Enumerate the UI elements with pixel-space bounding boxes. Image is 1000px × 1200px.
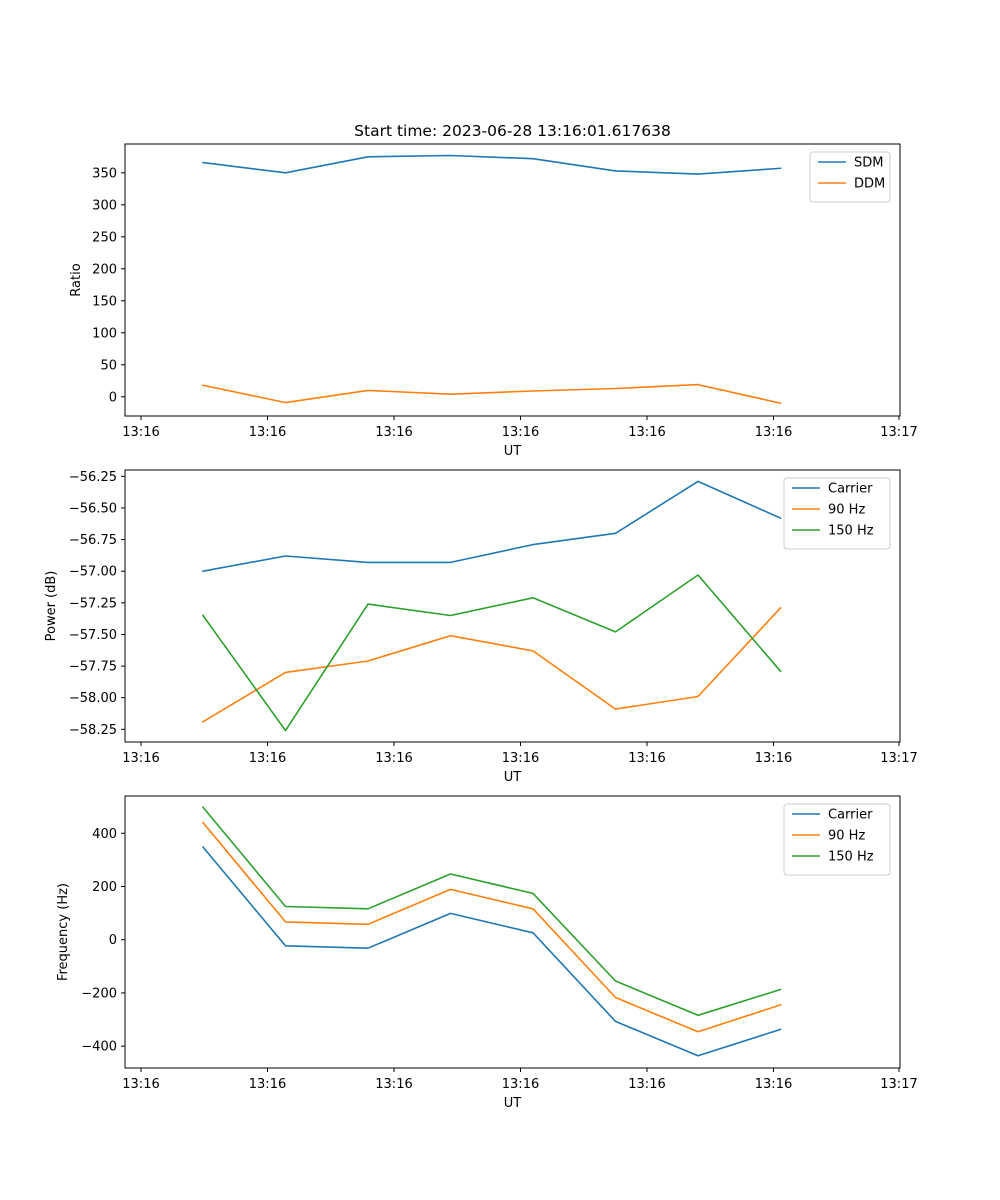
y-axis-label: Frequency (Hz) [56,883,71,981]
legend-label: Carrier [828,808,873,823]
legend-label: Carrier [828,482,873,497]
series-line-ddm [202,383,782,405]
y-tick-label: 400 [92,827,117,842]
x-axis-label: UT [504,770,522,785]
axes-frame [124,469,901,743]
y-axis-label: Power (dB) [44,571,59,642]
legend: Carrier 90 Hz 150 Hz [783,477,891,550]
chart-panel-1: Start time: 2023-06-28 13:16:01.617638 0 5… [69,122,918,459]
y-tick-label: 50 [100,358,117,373]
legend-box [809,151,891,203]
x-tick-label: 13:16 [628,751,665,766]
y-tick-label: −56.25 [69,470,117,485]
x-axis-label: UT [504,444,522,459]
y-tick-label: 100 [92,326,117,341]
y-tick-label: 200 [92,262,117,277]
axes-frame [124,143,901,417]
x-tick-label: 13:16 [628,425,665,440]
y-tick-label: −57.75 [69,660,117,675]
y-tick-label: −58.00 [69,691,117,706]
x-tick-label: 13:16 [755,425,792,440]
x-tick-label: 13:16 [628,1077,665,1092]
y-tick-label: −57.50 [69,628,117,643]
x-tick-label: 13:16 [375,751,412,766]
y-tick-label: 150 [92,294,117,309]
legend-label: 90 Hz [828,503,865,518]
legend-box [783,477,891,550]
x-tick-label: 13:16 [755,751,792,766]
legend-label: 150 Hz [828,850,874,865]
y-tick-label: −57.25 [69,596,117,611]
x-tick-label: 13:16 [375,1077,412,1092]
x-tick-label: 13:16 [249,425,286,440]
x-tick-label: 13:16 [502,1077,539,1092]
y-tick-label: −57.00 [69,565,117,580]
y-tick-label: 0 [109,390,117,405]
y-tick-label: −58.25 [69,723,117,738]
legend: Carrier 90 Hz 150 Hz [783,803,891,876]
chart-title: Start time: 2023-06-28 13:16:01.617638 [354,122,671,140]
y-tick-label: −56.50 [69,501,117,516]
x-tick-label: 13:16 [249,751,286,766]
series-line-90-hz [201,821,782,1033]
x-tick-label: 13:16 [122,751,159,766]
chart-panel-3: −400 −200 0 200 400 13:16 13:16 13:16 13:16 13:16… [56,795,918,1111]
chart-panel-2: −58.25 −58.00 −57.75 −57.50 −57.25 −57.00 −56.… [44,469,918,785]
x-tick-label: 13:16 [502,425,539,440]
y-tick-label: 0 [109,933,117,948]
legend-label: DDM [854,177,885,192]
legend-label: SDM [854,156,883,171]
legend: SDM DDM [809,151,891,203]
y-tick-label: 350 [92,166,117,181]
y-tick-label: 250 [92,230,117,245]
y-axis-label: Ratio [69,263,84,296]
x-tick-label: 13:17 [880,1077,917,1092]
series-line-150-hz [201,574,782,732]
x-axis-label: UT [504,1096,522,1111]
series-line-carrier [201,845,782,1057]
x-tick-label: 13:16 [375,425,412,440]
x-tick-label: 13:16 [122,1077,159,1092]
series-line-sdm [202,154,782,175]
legend-label: 150 Hz [828,524,874,539]
x-tick-label: 13:16 [122,425,159,440]
x-tick-label: 13:16 [502,751,539,766]
y-tick-label: 200 [92,880,117,895]
y-tick-label: −200 [81,986,117,1001]
y-tick-label: −56.75 [69,533,117,548]
series-line-150-hz [201,806,782,1017]
series-line-carrier [202,480,782,573]
legend-box [783,803,891,876]
legend-label: 90 Hz [828,829,865,844]
x-tick-label: 13:17 [880,425,917,440]
series-line-90-hz [201,606,782,723]
y-tick-label: −400 [81,1040,117,1055]
y-tick-label: 300 [92,198,117,213]
axes-frame [124,795,901,1069]
x-tick-label: 13:16 [249,1077,286,1092]
x-tick-label: 13:16 [755,1077,792,1092]
x-tick-label: 13:17 [880,751,917,766]
